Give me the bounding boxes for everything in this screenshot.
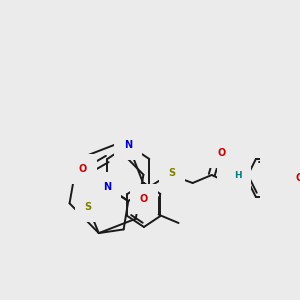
Text: N: N (124, 140, 132, 150)
Text: O: O (296, 173, 300, 183)
Text: O: O (79, 164, 87, 174)
Text: O: O (217, 148, 225, 158)
Text: S: S (85, 202, 92, 212)
Text: N: N (227, 176, 235, 186)
Text: S: S (168, 168, 175, 178)
Text: O: O (140, 194, 148, 204)
Text: N: N (103, 182, 111, 192)
Text: H: H (234, 170, 242, 179)
